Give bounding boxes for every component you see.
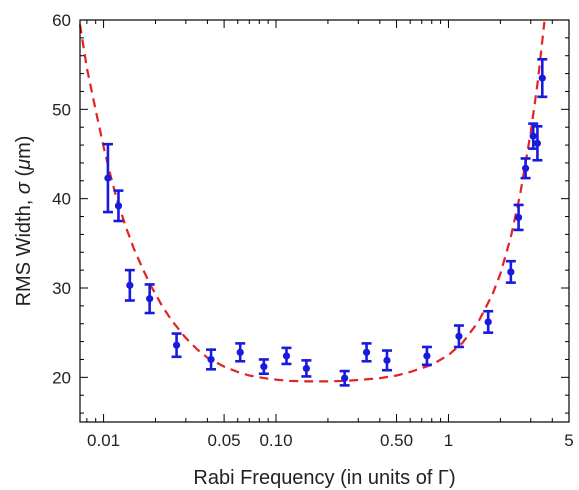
x-tick-label: 1 — [444, 431, 453, 450]
data-point — [514, 213, 523, 222]
data-point — [423, 352, 431, 360]
data-point — [507, 268, 515, 276]
data-point — [146, 295, 154, 303]
y-axis-title-prefix: RMS Width, — [13, 194, 35, 306]
y-axis-ticks: 20 30 40 50 60 — [52, 11, 569, 414]
y-axis-title-unit-open: ( — [13, 170, 35, 183]
y-tick-label: 30 — [52, 279, 71, 298]
x-tick-label: 0.50 — [380, 431, 413, 450]
data-point — [538, 74, 546, 82]
data-point — [341, 374, 349, 382]
data-point — [302, 364, 310, 372]
y-tick-label: 60 — [52, 11, 71, 30]
data-point — [104, 174, 112, 182]
fit-curve — [78, 21, 546, 383]
data-point — [236, 348, 244, 356]
data-point — [172, 341, 181, 349]
plot-frame — [79, 19, 570, 423]
data-point — [207, 355, 215, 364]
data-point — [383, 356, 391, 364]
data-point — [126, 281, 134, 289]
y-tick-label: 50 — [52, 100, 71, 119]
data-point — [362, 348, 371, 356]
fit-curve-layer — [78, 21, 546, 383]
y-axis-title-sigma: σ — [13, 181, 35, 194]
x-axis-ticks: 0.01 0.05 0.10 0.50 1 5 — [86, 20, 574, 450]
data-point — [260, 363, 268, 371]
y-axis-title-unit-rest: m) — [13, 136, 35, 159]
y-tick-label: 20 — [52, 368, 71, 387]
y-axis-title: RMS Width, σ (μm) — [13, 136, 35, 307]
data-point — [533, 139, 542, 147]
data-point — [484, 318, 492, 326]
x-axis-title: Rabi Frequency (in units of Γ) — [193, 467, 455, 489]
x-tick-label: 0.01 — [87, 431, 120, 450]
y-axis-title-unit-mu: μ — [13, 159, 35, 171]
data-point — [521, 164, 530, 172]
error-bar-layer — [102, 58, 548, 387]
data-point — [455, 332, 463, 340]
data-point — [282, 352, 291, 360]
data-point — [114, 202, 123, 210]
x-tick-label: 0.10 — [259, 431, 292, 450]
data-point — [529, 132, 537, 140]
x-tick-label: 5 — [564, 431, 573, 450]
x-tick-label: 0.05 — [208, 431, 241, 450]
data-point-layer — [104, 74, 546, 382]
y-tick-label: 40 — [52, 190, 71, 209]
